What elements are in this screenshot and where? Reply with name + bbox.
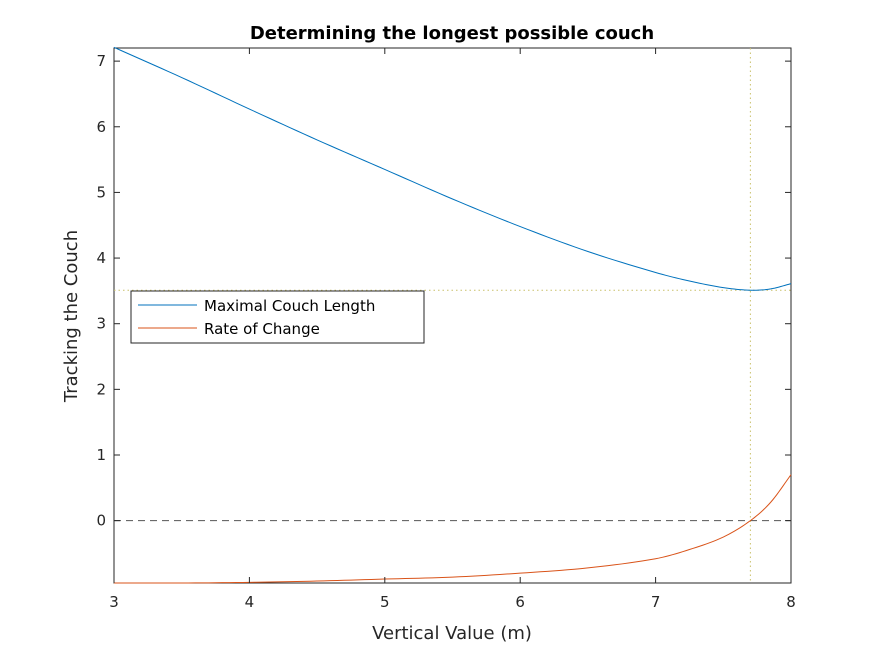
y-axis-ticks: 0 1 2 3 4 5 6 7: [96, 52, 791, 530]
y-tick-label-0: 0: [96, 512, 106, 530]
y-axis-label: Tracking the Couch: [61, 230, 82, 403]
legend-box: [130, 290, 425, 344]
y-tick-label-4: 4: [96, 249, 106, 267]
x-axis-label: Vertical Value (m): [372, 623, 532, 644]
x-tick-label-6: 6: [515, 593, 525, 611]
y-tick-label-5: 5: [96, 183, 106, 201]
y-tick-label-2: 2: [96, 380, 106, 398]
series-line-rate-of-change: [114, 474, 792, 584]
y-tick-label-1: 1: [96, 446, 106, 464]
x-tick-label-3: 3: [109, 593, 119, 611]
series-line-maximal-couch-length: [113, 46, 792, 291]
reference-lines: [114, 48, 791, 583]
y-tick-label-6: 6: [96, 118, 106, 136]
series-lines: [113, 46, 792, 584]
legend-label-maximal-couch-length: Maximal Couch Length: [204, 297, 375, 315]
x-tick-label-4: 4: [245, 593, 255, 611]
legend-label-rate-of-change: Rate of Change: [204, 320, 320, 338]
y-tick-label-7: 7: [96, 52, 106, 70]
x-tick-label-7: 7: [651, 593, 661, 611]
legend: Maximal Couch Length Rate of Change: [130, 290, 425, 344]
chart-title: Determining the longest possible couch: [250, 23, 654, 44]
x-tick-label-5: 5: [380, 593, 390, 611]
x-axis-ticks: 3 4 5 6 7 8: [109, 48, 796, 611]
y-tick-label-3: 3: [96, 315, 106, 333]
x-tick-label-8: 8: [786, 593, 796, 611]
